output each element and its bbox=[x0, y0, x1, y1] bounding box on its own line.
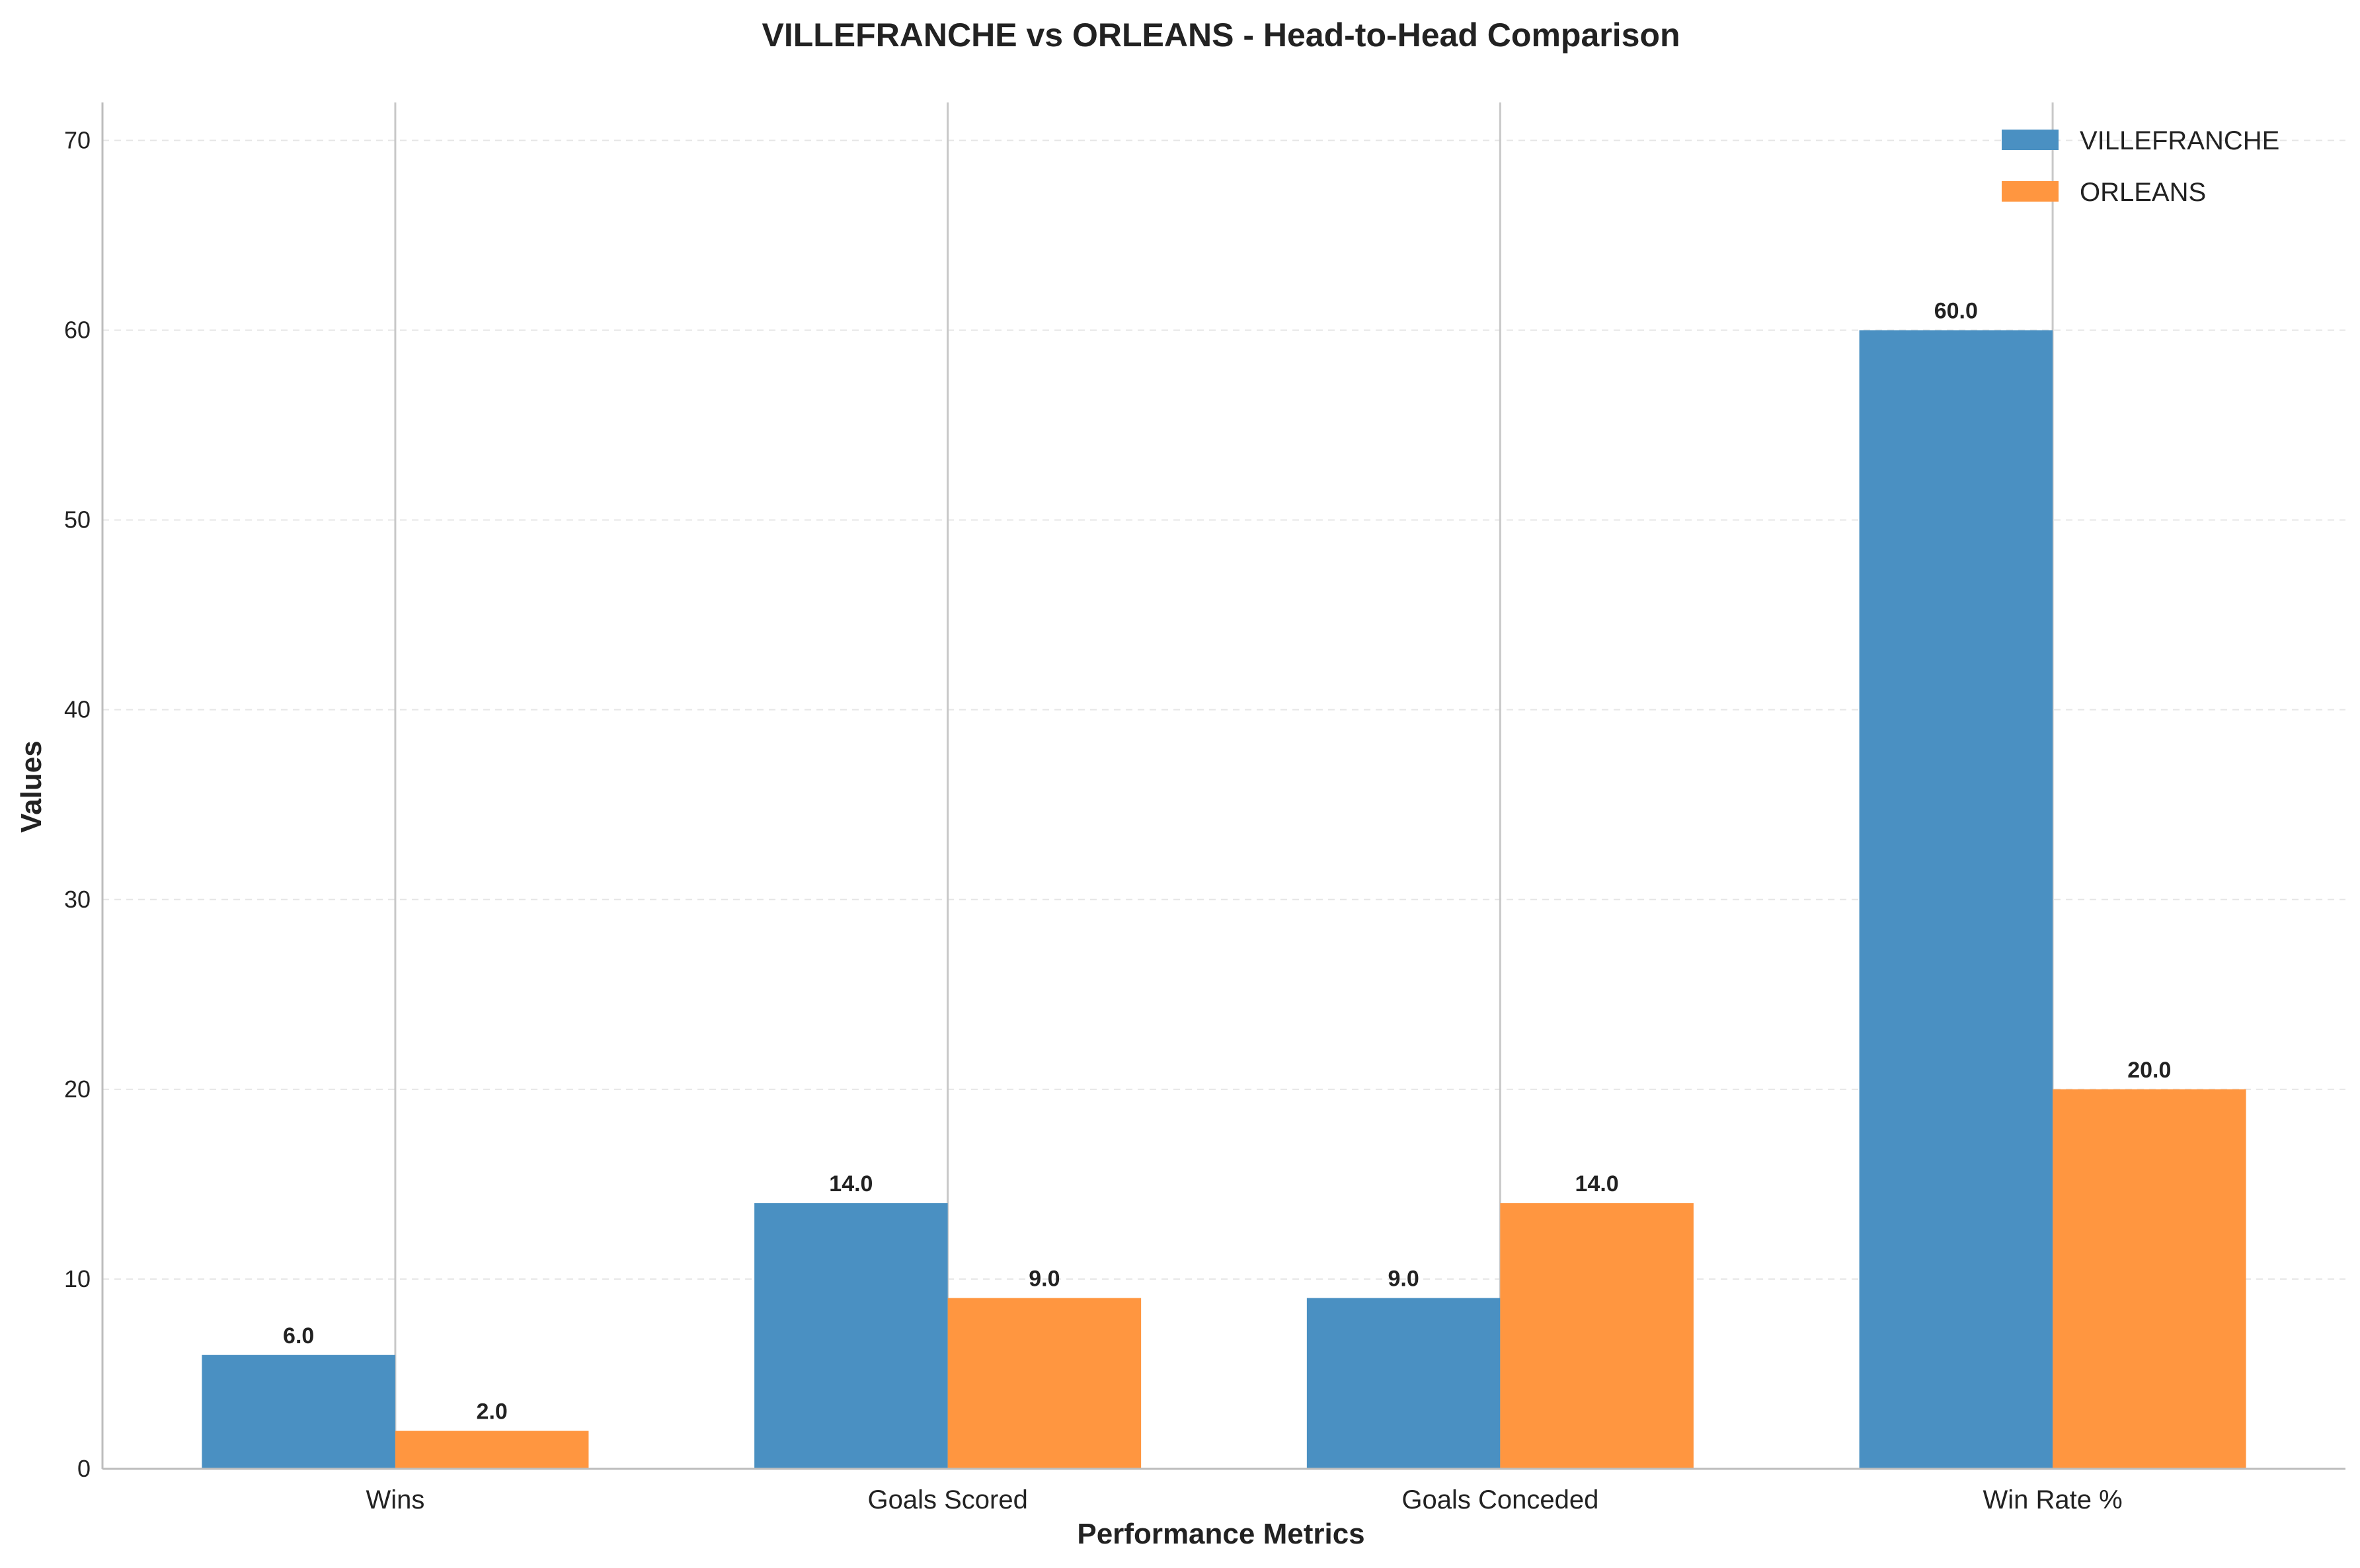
bar-value-label: 9.0 bbox=[1029, 1267, 1060, 1292]
axes bbox=[101, 102, 2345, 1470]
bar-value-label: 2.0 bbox=[477, 1399, 508, 1425]
legend-swatch-villefranche bbox=[2002, 130, 2059, 150]
tick-labels: 0 10 20 30 40 50 60 70 Wins Goals Scored Goals Con… bbox=[64, 126, 2123, 1514]
y-tick-label: 30 bbox=[64, 886, 91, 913]
bar-value-label: 14.0 bbox=[1575, 1171, 1619, 1196]
y-tick-label: 40 bbox=[64, 696, 91, 723]
bar-value-label: 60.0 bbox=[1934, 299, 1978, 324]
bar-value-label: 20.0 bbox=[2127, 1058, 2171, 1083]
bar-villefranche-goals-conceded bbox=[1306, 1298, 1501, 1469]
x-axis-label: Performance Metrics bbox=[1077, 1518, 1364, 1550]
bar-orleans-wins bbox=[395, 1431, 589, 1469]
bars bbox=[202, 330, 2246, 1469]
bar-orleans-goals-conceded bbox=[1500, 1203, 1694, 1469]
bar-value-label: 14.0 bbox=[829, 1171, 873, 1196]
y-axis-label: Values bbox=[15, 740, 48, 832]
bar-villefranche-win-rate bbox=[1859, 330, 2053, 1469]
legend-swatch-orleans bbox=[2002, 181, 2059, 202]
bar-villefranche-goals-scored bbox=[754, 1203, 948, 1469]
bar-orleans-win-rate bbox=[2053, 1089, 2246, 1469]
value-labels: 6.0 14.0 9.0 60.0 2.0 9.0 14.0 20.0 bbox=[283, 299, 2171, 1425]
y-tick-label: 70 bbox=[64, 126, 91, 153]
y-tick-label: 10 bbox=[64, 1265, 91, 1292]
legend-label-orleans: ORLEANS bbox=[2080, 178, 2206, 207]
chart-title: VILLEFRANCHE vs ORLEANS - Head-to-Head C… bbox=[762, 17, 1680, 54]
y-tick-label: 50 bbox=[64, 506, 91, 533]
bar-value-label: 9.0 bbox=[1388, 1267, 1419, 1292]
bar-orleans-goals-scored bbox=[947, 1298, 1142, 1469]
y-tick-label: 60 bbox=[64, 317, 91, 344]
bar-villefranche-wins bbox=[202, 1354, 395, 1469]
bar-value-label: 6.0 bbox=[283, 1323, 314, 1349]
x-tick-label: Win Rate % bbox=[1983, 1485, 2122, 1514]
y-tick-label: 0 bbox=[77, 1455, 91, 1482]
x-tick-label: Wins bbox=[366, 1485, 424, 1514]
x-tick-label: Goals Conceded bbox=[1401, 1485, 1598, 1514]
legend-label-villefranche: VILLEFRANCHE bbox=[2080, 126, 2279, 155]
legend: VILLEFRANCHE ORLEANS bbox=[2002, 126, 2279, 207]
x-tick-label: Goals Scored bbox=[867, 1485, 1027, 1514]
y-tick-label: 20 bbox=[64, 1076, 91, 1103]
